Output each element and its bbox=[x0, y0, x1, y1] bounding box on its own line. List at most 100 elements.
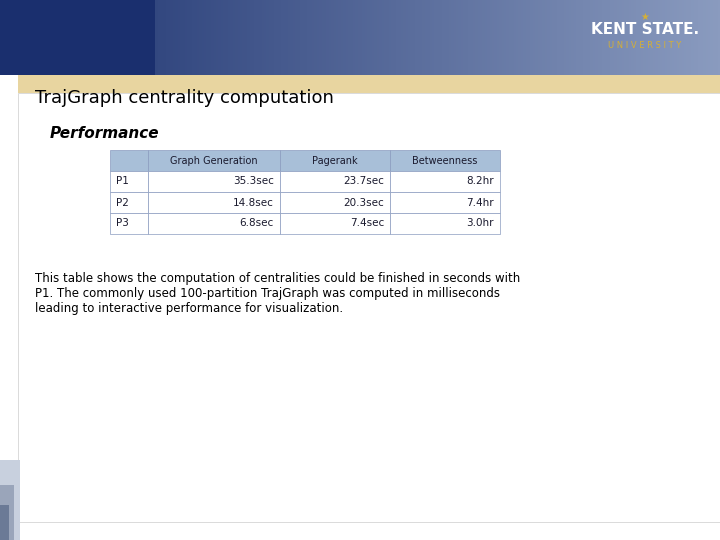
Text: P3: P3 bbox=[116, 219, 129, 228]
Bar bbox=[211, 0, 214, 75]
Bar bbox=[463, 0, 466, 75]
Bar bbox=[288, 0, 291, 75]
Bar bbox=[617, 0, 620, 75]
Bar bbox=[461, 0, 464, 75]
Bar bbox=[158, 0, 161, 75]
Bar bbox=[614, 0, 617, 75]
Bar bbox=[487, 0, 490, 75]
Bar bbox=[0, 0, 155, 75]
Bar bbox=[626, 0, 629, 75]
Bar bbox=[535, 0, 538, 75]
Bar bbox=[199, 0, 202, 75]
Bar bbox=[113, 0, 116, 75]
Bar bbox=[283, 0, 286, 75]
Bar bbox=[497, 0, 500, 75]
Bar bbox=[0, 485, 14, 540]
Text: 7.4hr: 7.4hr bbox=[467, 198, 494, 207]
Text: 8.2hr: 8.2hr bbox=[467, 177, 494, 186]
Text: 6.8sec: 6.8sec bbox=[240, 219, 274, 228]
Bar bbox=[665, 0, 667, 75]
Bar bbox=[194, 0, 197, 75]
Bar bbox=[228, 0, 231, 75]
Bar bbox=[223, 0, 226, 75]
Bar bbox=[477, 0, 480, 75]
Bar bbox=[542, 0, 545, 75]
Bar bbox=[554, 0, 557, 75]
Bar bbox=[657, 0, 660, 75]
Bar bbox=[624, 0, 627, 75]
Text: P1: P1 bbox=[116, 177, 129, 186]
Bar bbox=[675, 0, 678, 75]
Bar bbox=[528, 0, 531, 75]
Bar bbox=[667, 0, 670, 75]
Bar bbox=[142, 0, 145, 75]
Bar bbox=[86, 0, 89, 75]
Bar bbox=[148, 171, 280, 192]
Bar bbox=[135, 0, 138, 75]
Bar bbox=[45, 0, 48, 75]
Bar bbox=[286, 0, 289, 75]
Bar bbox=[168, 0, 171, 75]
Bar bbox=[351, 0, 354, 75]
Bar bbox=[369, 0, 372, 75]
Bar bbox=[679, 0, 682, 75]
Bar bbox=[63, 0, 66, 75]
Bar bbox=[79, 0, 82, 75]
Bar bbox=[274, 0, 276, 75]
Bar bbox=[502, 0, 505, 75]
Bar bbox=[225, 0, 228, 75]
Bar bbox=[470, 0, 473, 75]
Bar bbox=[441, 0, 444, 75]
Bar bbox=[605, 0, 608, 75]
Bar bbox=[444, 0, 447, 75]
Bar bbox=[132, 0, 135, 75]
Text: 7.4sec: 7.4sec bbox=[350, 219, 384, 228]
Text: leading to interactive performance for visualization.: leading to interactive performance for v… bbox=[35, 302, 343, 315]
Bar bbox=[449, 0, 451, 75]
Bar bbox=[490, 0, 492, 75]
Bar bbox=[146, 0, 149, 75]
Bar bbox=[247, 0, 250, 75]
Bar bbox=[650, 0, 653, 75]
Bar bbox=[403, 0, 406, 75]
Bar bbox=[390, 150, 500, 171]
Bar bbox=[390, 213, 500, 234]
Bar bbox=[670, 0, 672, 75]
Bar bbox=[475, 0, 478, 75]
Bar bbox=[315, 0, 318, 75]
Bar bbox=[34, 0, 37, 75]
Bar bbox=[178, 0, 181, 75]
Bar bbox=[684, 0, 687, 75]
Bar bbox=[297, 0, 300, 75]
Bar bbox=[432, 0, 435, 75]
Bar bbox=[187, 0, 190, 75]
Bar bbox=[341, 0, 343, 75]
Bar bbox=[207, 0, 210, 75]
Bar bbox=[29, 0, 32, 75]
Bar bbox=[454, 0, 456, 75]
Bar bbox=[14, 0, 17, 75]
Bar bbox=[0, 460, 20, 540]
Bar bbox=[506, 0, 509, 75]
Text: P2: P2 bbox=[116, 198, 129, 207]
Bar bbox=[607, 0, 610, 75]
Text: TrajGraph centrality computation: TrajGraph centrality computation bbox=[35, 89, 334, 107]
Bar bbox=[7, 0, 10, 75]
Bar bbox=[639, 0, 642, 75]
Bar bbox=[149, 0, 152, 75]
Bar bbox=[603, 0, 606, 75]
Text: Graph Generation: Graph Generation bbox=[170, 156, 258, 165]
Bar bbox=[300, 0, 303, 75]
Bar bbox=[482, 0, 485, 75]
Bar bbox=[125, 0, 127, 75]
Bar bbox=[161, 0, 163, 75]
Bar bbox=[276, 0, 279, 75]
Bar bbox=[588, 0, 591, 75]
Bar bbox=[252, 0, 255, 75]
Bar bbox=[446, 0, 449, 75]
Bar bbox=[148, 192, 280, 213]
Bar bbox=[576, 0, 579, 75]
Bar bbox=[280, 150, 390, 171]
Bar bbox=[257, 0, 260, 75]
Bar bbox=[192, 0, 195, 75]
